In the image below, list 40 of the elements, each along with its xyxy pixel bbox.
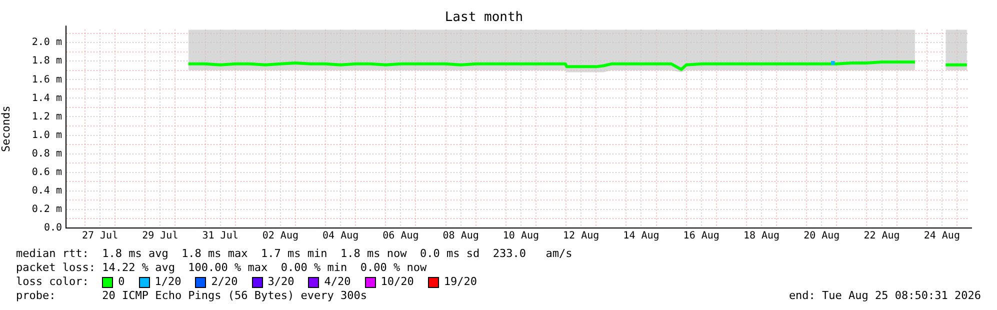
y-tick-label: 0.8 m (32, 148, 62, 160)
x-tick-label: 10 Aug (502, 230, 540, 242)
text: median rtt: 1.8 ms avg 1.8 ms max 1.7 ms min 1.8 ms now 0.0 ms sd 233.0 am/s (16, 247, 574, 261)
x-tick-label: 27 Jul (82, 230, 118, 242)
chart-title: Last month (444, 10, 524, 26)
x-tick-label: 14 Aug (623, 230, 660, 242)
y-axis-title: Seconds (0, 106, 12, 152)
x-tick-label: 04 Aug (322, 230, 359, 242)
y-tick-label: 0.6 m (32, 166, 62, 178)
legend-label: 19/20 (444, 275, 477, 289)
legend-label: 4/20 (324, 275, 351, 289)
legend-title: loss color: (16, 275, 90, 289)
x-tick-label: 12 Aug (563, 230, 600, 242)
legend-label: 1/20 (154, 275, 182, 289)
x-tick-label: 18 Aug (743, 230, 780, 242)
legend-label: 3/20 (268, 275, 294, 289)
x-tick-label: 06 Aug (382, 230, 419, 242)
text: end: Tue Aug 25 08:50:31 2026 (788, 289, 981, 303)
x-tick-label: 24 Aug (924, 230, 960, 242)
y-tick-label: 1.8 m (32, 56, 62, 67)
y-tick-label: 0.2 m (32, 204, 62, 216)
x-tick-label: 16 Aug (683, 230, 720, 242)
legend-label: 10/20 (380, 275, 414, 289)
y-tick-label: 2.0 m (32, 37, 62, 48)
y-tick-label: 0.0 (44, 222, 62, 234)
x-tick-label: 02 Aug (262, 230, 298, 242)
legend-label: 0 (118, 275, 125, 289)
x-tick-label: 31 Jul (202, 230, 238, 242)
y-tick-label: 1.0 m (32, 130, 62, 141)
y-tick-label: 0.4 m (32, 186, 62, 197)
x-tick-label: 08 Aug (442, 230, 479, 242)
x-tick-label: 22 Aug (864, 230, 900, 242)
x-tick-label: 20 Aug (804, 230, 840, 242)
y-tick-label: 1.4 m (32, 92, 62, 104)
y-tick-label: 1.2 m (32, 111, 62, 122)
y-tick-label: 1.6 m (32, 74, 62, 86)
x-tick-label: 29 Jul (142, 230, 178, 242)
text: probe: 20 ICMP Echo Pings (56 Bytes) every 300s (16, 289, 367, 303)
text: packet loss: 14.22 % avg 100.00 % max 0.00 % min 0.00 % now (16, 261, 428, 275)
legend-label: 2/20 (211, 275, 238, 289)
